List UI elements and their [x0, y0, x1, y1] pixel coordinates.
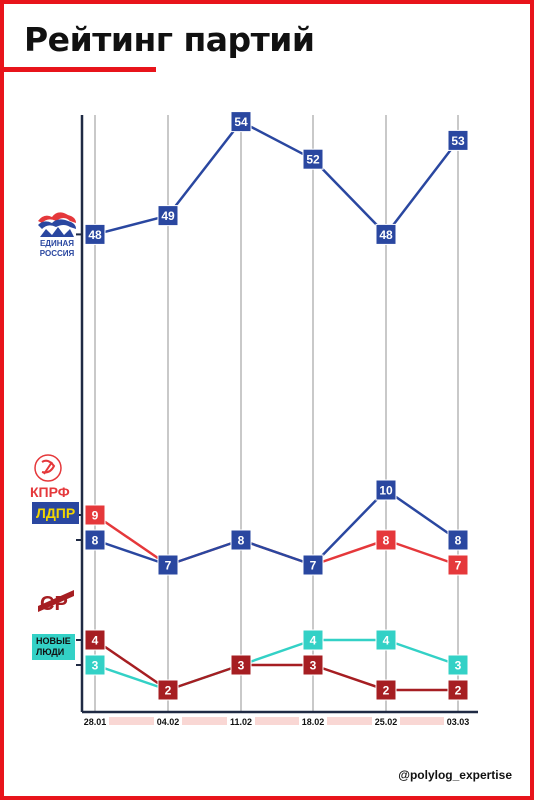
point-marker-2-5	[447, 529, 469, 551]
data-label-3-3: 3	[310, 659, 317, 673]
logo-ldpr: ЛДПР	[32, 502, 80, 528]
x-band-2	[255, 717, 299, 725]
logo-sr: СР	[36, 588, 76, 622]
data-label-2-2: 8	[238, 534, 245, 548]
point-marker-3-0	[84, 629, 106, 651]
point-marker-4-5	[447, 654, 469, 676]
point-marker-0-4	[375, 223, 397, 245]
data-label-2-1: 7	[165, 559, 172, 573]
point-marker-2-0	[84, 529, 106, 551]
data-label-4-3: 4	[310, 634, 317, 648]
x-tick-label-0: 28.01	[84, 717, 107, 727]
point-marker-4-4	[375, 629, 397, 651]
data-label-1-0: 9	[92, 509, 99, 523]
x-tick-label-5: 03.03	[447, 717, 470, 727]
logo-er: ЕДИНАЯ РОССИЯ	[34, 207, 80, 263]
logo-kprf: КПРФ	[30, 452, 80, 504]
data-label-1-5: 7	[455, 559, 462, 573]
series-line-2	[94, 488, 459, 567]
nl-name-line1: НОВЫЕ	[36, 636, 71, 646]
series-line-3	[94, 638, 458, 692]
point-marker-3-2	[230, 654, 252, 676]
point-marker-4-0	[84, 654, 106, 676]
point-marker-2-3	[302, 554, 324, 576]
bear-icon	[38, 212, 76, 237]
data-label-1-4: 8	[383, 534, 390, 548]
ldpr-name: ЛДПР	[32, 502, 80, 524]
nl-name-line2: ЛЮДИ	[36, 647, 65, 657]
data-label-0-4: 48	[379, 228, 393, 242]
author-handle: @polylog_expertise	[398, 768, 512, 782]
data-label-0-1: 49	[161, 209, 175, 223]
point-marker-1-4	[375, 529, 397, 551]
er-name-line2: РОССИЯ	[39, 249, 75, 258]
point-marker-2-2	[230, 529, 252, 551]
data-label-2-5: 8	[455, 534, 462, 548]
point-marker-1-0	[84, 504, 106, 526]
point-marker-0-2	[230, 111, 252, 133]
sr-logo-icon	[38, 590, 74, 612]
data-label-2-4: 10	[379, 484, 393, 498]
data-label-0-2: 54	[234, 115, 248, 129]
x-band-1	[182, 717, 227, 725]
point-marker-0-3	[302, 148, 324, 170]
hammer-sickle-icon	[34, 454, 62, 482]
point-marker-0-5	[447, 129, 469, 151]
x-tick-label-2: 11.02	[230, 717, 252, 727]
data-label-3-0: 4	[92, 634, 99, 648]
logo-nl: НОВЫЕ ЛЮДИ	[32, 634, 78, 666]
kprf-name: КПРФ	[30, 484, 70, 500]
x-tick-label-1: 04.02	[157, 717, 180, 727]
point-marker-2-1	[157, 554, 179, 576]
data-label-0-5: 53	[451, 134, 465, 148]
data-label-3-4: 2	[383, 684, 390, 698]
series-line-0	[94, 120, 459, 236]
x-tick-label-4: 25.02	[375, 717, 398, 727]
point-marker-0-0	[84, 223, 106, 245]
nl-badge: НОВЫЕ ЛЮДИ	[32, 634, 75, 660]
series-line-4	[94, 638, 459, 692]
data-label-3-1: 2	[165, 684, 172, 698]
point-marker-3-4	[375, 679, 397, 701]
chart-title: Рейтинг партий	[24, 20, 315, 59]
point-marker-3-1	[157, 679, 179, 701]
data-label-3-2: 3	[238, 659, 245, 673]
point-marker-3-3	[302, 654, 324, 676]
point-marker-4-3	[302, 629, 324, 651]
data-label-0-0: 48	[88, 228, 102, 242]
data-label-3-5: 2	[455, 684, 462, 698]
point-marker-2-4	[375, 479, 397, 501]
data-label-4-5: 3	[455, 659, 462, 673]
x-band-3	[327, 717, 372, 725]
data-label-4-4: 4	[383, 634, 390, 648]
point-marker-0-1	[157, 205, 179, 227]
data-label-2-0: 8	[92, 534, 99, 548]
x-band-4	[400, 717, 444, 725]
er-name-line1: ЕДИНАЯ	[39, 239, 75, 248]
point-marker-1-5	[447, 554, 469, 576]
x-band-0	[109, 717, 154, 725]
x-tick-label-3: 18.02	[302, 717, 325, 727]
data-label-0-3: 52	[306, 153, 320, 167]
point-marker-3-5	[447, 679, 469, 701]
data-label-2-3: 7	[310, 559, 317, 573]
data-label-4-0: 3	[92, 659, 99, 673]
sr-name: СР	[40, 593, 68, 615]
title-underline	[4, 67, 156, 72]
